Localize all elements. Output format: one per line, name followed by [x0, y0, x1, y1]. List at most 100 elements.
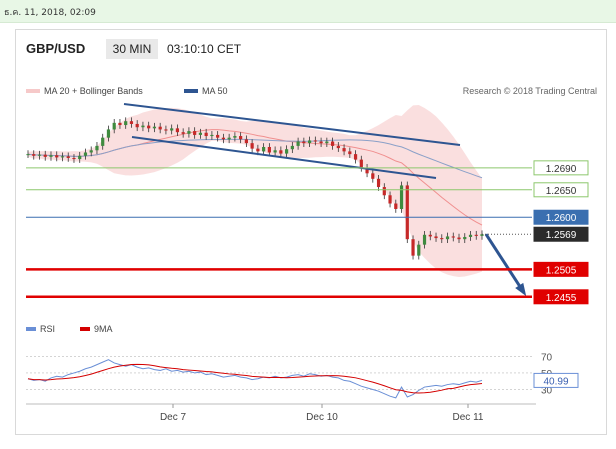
level-tag-1.2505 [533, 261, 589, 277]
candle [463, 236, 467, 240]
level-tag-1.2690 [533, 160, 589, 176]
candle [405, 185, 409, 240]
candle [26, 154, 30, 156]
level-label-1.2690: 1.2690 [546, 164, 577, 175]
channel-lower-trendline [131, 136, 437, 179]
candle [296, 141, 300, 146]
candle [239, 136, 243, 140]
candle [457, 237, 461, 240]
candle [60, 156, 65, 158]
candle [353, 154, 358, 160]
candle [89, 150, 93, 153]
level-tag-1.2600 [533, 209, 589, 225]
candle [72, 157, 76, 160]
candle [101, 137, 105, 146]
candle [267, 146, 271, 153]
candle [256, 148, 260, 152]
candle [158, 126, 162, 130]
candle [112, 122, 116, 130]
ma20-legend-swatch [26, 89, 40, 93]
candle [187, 131, 191, 134]
rsi-ma-line [27, 363, 483, 394]
candle [147, 125, 151, 129]
credit-text: Research © 2018 Trading Central [463, 86, 597, 96]
candle [388, 195, 392, 204]
channel-upper-trendline [123, 103, 461, 146]
level-label-1.2600: 1.2600 [546, 213, 577, 224]
candle [250, 143, 254, 149]
x-tick-label: Dec 7 [160, 412, 187, 423]
level-label-1.2650: 1.2650 [546, 186, 577, 197]
timestamp: ธ.ค. 11, 2018, 02:09 [4, 8, 96, 18]
candle [55, 155, 59, 158]
candle [342, 148, 346, 152]
ma50-legend-swatch [184, 89, 198, 93]
rsi-last-label: 40.99 [543, 376, 568, 387]
candle [330, 141, 335, 146]
candle [313, 140, 317, 142]
candle [359, 159, 363, 168]
interval-label: 30 MIN [113, 42, 152, 56]
rsi-plot-area: 70503040.99 [26, 352, 579, 399]
x-axis-ticks: Dec 7 Dec 10 Dec 11 [160, 404, 484, 423]
candle [394, 203, 398, 209]
candle [474, 234, 478, 236]
candle [302, 141, 306, 144]
ma20-legend-label: MA 20 + Bollinger Bands [44, 86, 143, 96]
candle [118, 122, 122, 126]
candle [152, 126, 157, 129]
level-tag-1.2650 [533, 182, 589, 198]
candle [371, 173, 375, 179]
price-plot-area [26, 103, 527, 297]
candle [32, 154, 36, 156]
rsi-ma-legend-swatch [80, 327, 90, 331]
candle [129, 121, 134, 124]
candle [411, 239, 415, 256]
rsi-ma-legend-label: 9MA [94, 324, 113, 334]
candle [95, 145, 99, 151]
candle [66, 156, 70, 158]
candle [285, 149, 289, 154]
price-chart: GBP/USD 30 MIN 03:10:10 CET MA 20 + Boll… [26, 39, 597, 423]
candle [124, 121, 128, 126]
x-tick-label: Dec 11 [453, 412, 484, 423]
candle [376, 178, 381, 188]
chart-card: GBP/USD 30 MIN 03:10:10 CET MA 20 + Boll… [15, 29, 607, 435]
candle [262, 146, 266, 152]
candle [468, 234, 473, 237]
candle [348, 151, 352, 155]
rsi-line [27, 359, 483, 399]
candle [106, 129, 111, 138]
candle [83, 152, 88, 156]
rsi-legend-swatch [26, 327, 36, 331]
candle [273, 150, 277, 153]
candle [198, 132, 203, 135]
candle [290, 145, 294, 150]
candle [244, 139, 248, 144]
candle [365, 167, 369, 174]
level-tag-1.2455 [533, 289, 589, 305]
candle [445, 236, 450, 240]
candle [49, 155, 53, 157]
candle [428, 234, 432, 237]
pair-title: GBP/USD [26, 41, 85, 56]
candle [336, 145, 340, 149]
candle [141, 125, 145, 128]
candle [204, 132, 208, 137]
candle [164, 129, 168, 131]
candle [279, 150, 283, 154]
candle [170, 128, 174, 131]
level-label-1.2569: 1.2569 [546, 230, 577, 241]
candle [319, 141, 323, 144]
header-time: 03:10:10 CET [167, 42, 242, 56]
ma50-line [27, 138, 483, 179]
ma50-legend-label: MA 50 [202, 86, 228, 96]
candle [227, 137, 231, 140]
candle [451, 236, 455, 238]
candle [175, 128, 180, 133]
forecast-arrow-head [515, 282, 527, 297]
candle [399, 185, 404, 209]
rsi-legend-label: RSI [40, 324, 55, 334]
candle [43, 154, 47, 157]
forecast-arrow-line [484, 233, 526, 294]
